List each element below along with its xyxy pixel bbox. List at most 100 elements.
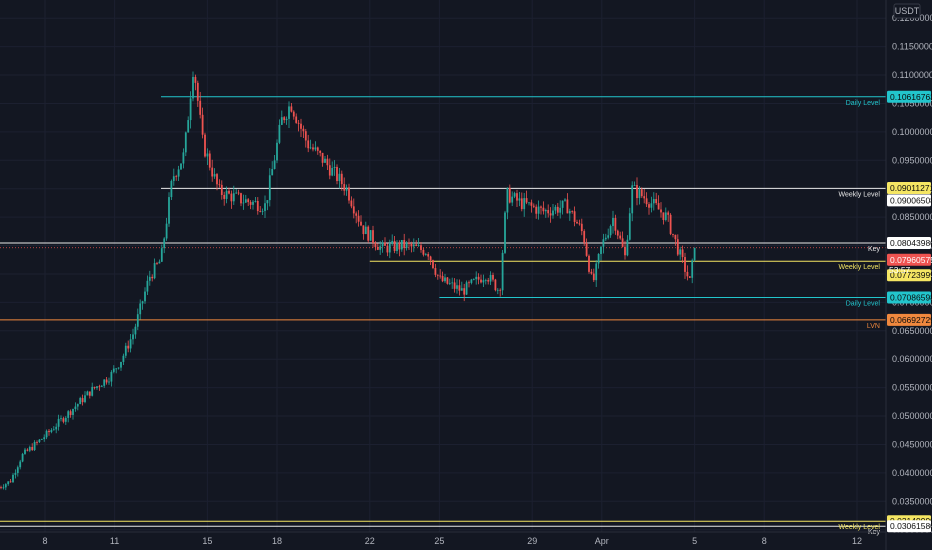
candle: [220, 180, 223, 200]
candle: [676, 234, 679, 257]
candle: [352, 198, 355, 219]
candle: [420, 242, 422, 253]
candle: [417, 237, 420, 247]
candle: [81, 394, 84, 406]
levels: [0, 96, 886, 527]
candle: [307, 134, 310, 153]
candle: [482, 274, 485, 288]
candle: [523, 192, 526, 217]
candle: [9, 479, 12, 483]
candle: [691, 258, 694, 284]
price-tag: 0.09011271: [887, 182, 932, 195]
candle: [520, 192, 523, 212]
candle: [240, 192, 242, 207]
candle: [127, 340, 130, 353]
candle: [525, 190, 528, 205]
candle: [273, 155, 276, 170]
candle: [657, 195, 660, 210]
candle: [405, 241, 408, 251]
candle: [648, 202, 650, 215]
candle: [19, 459, 22, 470]
candle: [110, 370, 113, 387]
candle: [256, 197, 259, 215]
candle: [508, 184, 511, 204]
candle: [626, 235, 629, 257]
candle: [528, 202, 530, 206]
candle: [192, 71, 194, 102]
candle: [477, 273, 480, 285]
candle: [249, 200, 252, 210]
candle: [669, 213, 672, 236]
candle: [55, 423, 58, 434]
candle: [132, 328, 134, 345]
candle: [266, 200, 269, 211]
candle: [74, 402, 77, 412]
candle: [424, 252, 427, 256]
svg-text:0.08043980: 0.08043980: [890, 238, 932, 248]
candle: [86, 390, 89, 396]
candle: [211, 159, 214, 182]
candle: [213, 168, 216, 179]
candle: [583, 229, 586, 246]
candle: [0, 485, 2, 490]
candle: [158, 259, 161, 264]
candle: [235, 189, 238, 195]
price-tags: 0.10616763 0.09011271 0.09006508 0.08043980…: [887, 90, 932, 533]
candle: [218, 179, 221, 188]
candle: [381, 240, 384, 253]
candle: [355, 211, 358, 224]
svg-text:0.09011271: 0.09011271: [890, 183, 932, 193]
candle: [360, 215, 362, 227]
candle: [91, 382, 94, 397]
price-tag: 0.09006508: [887, 194, 932, 207]
candle: [472, 278, 475, 281]
time-axis[interactable]: 8 11 15 18 22 25 29 Apr 5 8 12: [42, 536, 862, 546]
candle: [153, 258, 156, 280]
candle: [79, 396, 82, 405]
candle: [400, 239, 403, 252]
svg-text:0.03061580: 0.03061580: [890, 521, 932, 531]
currency-button[interactable]: USDT: [893, 3, 921, 19]
level-label: Weekly Level: [838, 524, 880, 531]
svg-text:0.06692729: 0.06692729: [890, 315, 932, 325]
candle: [492, 272, 494, 282]
y-tick-label: 0.08500000: [892, 212, 932, 222]
candle: [146, 275, 149, 295]
candle: [216, 172, 218, 191]
candle: [631, 181, 634, 222]
candle: [21, 452, 24, 463]
candle: [122, 353, 125, 365]
candle: [292, 110, 295, 120]
candle: [463, 283, 466, 302]
candle: [348, 183, 350, 204]
candle: [652, 192, 655, 211]
y-tick-label: 0.03500000: [892, 496, 932, 506]
candle: [196, 80, 199, 107]
candle: [614, 214, 617, 235]
candle: [640, 187, 643, 199]
candle: [367, 225, 370, 243]
candle: [252, 199, 254, 210]
candle: [64, 416, 67, 425]
candle: [535, 204, 538, 219]
level-label: Key: [868, 529, 881, 536]
candle: [448, 278, 451, 286]
y-tick-label: 0.06000000: [892, 354, 932, 364]
candle: [333, 160, 336, 176]
candle: [679, 246, 682, 260]
candle: [180, 163, 182, 170]
candle: [530, 199, 533, 213]
candle: [504, 210, 506, 255]
candle: [31, 443, 34, 451]
candle: [446, 277, 449, 285]
candle: [602, 233, 605, 254]
candle: [189, 91, 192, 129]
candle: [616, 229, 619, 240]
candle: [379, 241, 382, 255]
candle: [280, 110, 283, 126]
candle: [664, 207, 667, 222]
candle: [460, 281, 463, 291]
y-tick-label: 0.05000000: [892, 411, 932, 421]
candle: [484, 278, 487, 285]
